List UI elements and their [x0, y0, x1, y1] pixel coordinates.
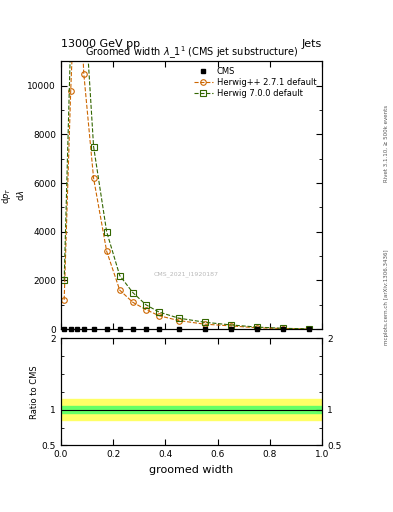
CMS: [68, 326, 73, 332]
Title: Groomed width $\lambda\_1^1$ (CMS jet substructure): Groomed width $\lambda\_1^1$ (CMS jet su…: [85, 45, 298, 61]
Herwig 7.0.0 default: [202, 319, 207, 325]
Text: CMS_2021_I1920187: CMS_2021_I1920187: [154, 271, 219, 277]
Herwig++ 2.7.1 default: [130, 299, 135, 305]
Line: CMS: CMS: [62, 327, 312, 331]
Herwig 7.0.0 default: [176, 315, 181, 321]
CMS: [118, 326, 122, 332]
CMS: [104, 326, 109, 332]
Herwig++ 2.7.1 default: [156, 313, 161, 319]
Herwig++ 2.7.1 default: [176, 317, 181, 324]
Herwig++ 2.7.1 default: [104, 248, 109, 254]
Y-axis label: $\mathrm{1}$
$\mathrm{d}N$
$\mathrm{d}p_T$
$\mathrm{d}\lambda$: $\mathrm{1}$ $\mathrm{d}N$ $\mathrm{d}p_…: [0, 187, 26, 204]
CMS: [176, 326, 181, 332]
X-axis label: groomed width: groomed width: [149, 465, 234, 475]
CMS: [228, 326, 233, 332]
Text: Rivet 3.1.10, ≥ 500k events: Rivet 3.1.10, ≥ 500k events: [384, 105, 389, 182]
Herwig++ 2.7.1 default: [281, 326, 285, 332]
Herwig 7.0.0 default: [307, 326, 312, 332]
Herwig++ 2.7.1 default: [228, 323, 233, 329]
Herwig++ 2.7.1 default: [255, 325, 259, 331]
CMS: [75, 326, 80, 332]
CMS: [143, 326, 148, 332]
CMS: [307, 326, 312, 332]
Herwig++ 2.7.1 default: [307, 326, 312, 332]
Herwig 7.0.0 default: [156, 309, 161, 315]
Herwig++ 2.7.1 default: [91, 175, 96, 181]
Herwig 7.0.0 default: [255, 324, 259, 330]
Herwig++ 2.7.1 default: [202, 321, 207, 327]
CMS: [130, 326, 135, 332]
Herwig++ 2.7.1 default: [81, 71, 86, 77]
Line: Herwig++ 2.7.1 default: Herwig++ 2.7.1 default: [61, 0, 312, 332]
Line: Herwig 7.0.0 default: Herwig 7.0.0 default: [61, 0, 312, 332]
Text: mcplots.cern.ch [arXiv:1306.3436]: mcplots.cern.ch [arXiv:1306.3436]: [384, 249, 389, 345]
Herwig++ 2.7.1 default: [118, 287, 122, 293]
CMS: [156, 326, 161, 332]
CMS: [281, 326, 285, 332]
Herwig 7.0.0 default: [68, 34, 73, 40]
Y-axis label: Ratio to CMS: Ratio to CMS: [30, 365, 39, 419]
Herwig 7.0.0 default: [130, 289, 135, 295]
Herwig 7.0.0 default: [118, 272, 122, 279]
Herwig++ 2.7.1 default: [62, 297, 66, 303]
Herwig 7.0.0 default: [143, 302, 148, 308]
Herwig 7.0.0 default: [91, 143, 96, 150]
CMS: [91, 326, 96, 332]
Herwig 7.0.0 default: [104, 229, 109, 235]
CMS: [255, 326, 259, 332]
Herwig++ 2.7.1 default: [68, 88, 73, 94]
CMS: [81, 326, 86, 332]
CMS: [62, 326, 66, 332]
Text: Jets: Jets: [302, 38, 322, 49]
Legend: CMS, Herwig++ 2.7.1 default, Herwig 7.0.0 default: CMS, Herwig++ 2.7.1 default, Herwig 7.0.…: [193, 66, 318, 100]
Herwig++ 2.7.1 default: [143, 307, 148, 313]
Herwig 7.0.0 default: [62, 278, 66, 284]
Herwig 7.0.0 default: [281, 325, 285, 331]
Herwig 7.0.0 default: [228, 322, 233, 328]
CMS: [202, 326, 207, 332]
Text: 13000 GeV pp: 13000 GeV pp: [61, 38, 140, 49]
